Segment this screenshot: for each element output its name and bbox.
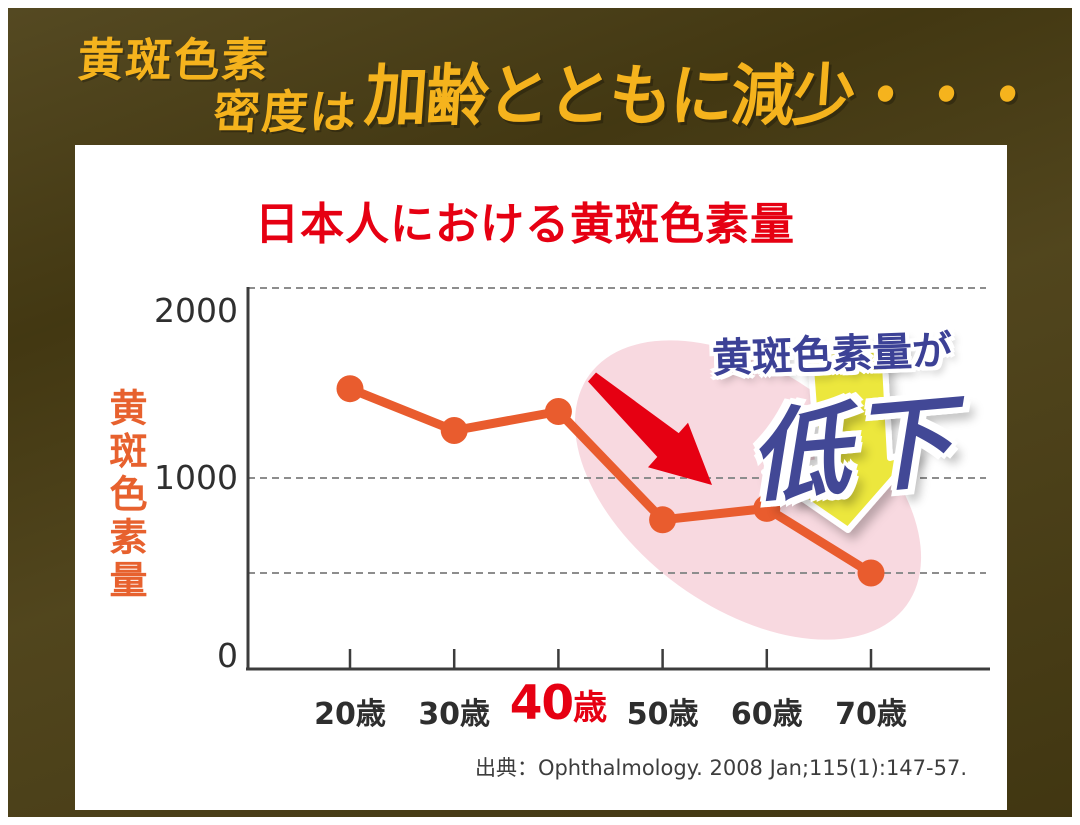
x-tick-label-suffix: 歳 [573, 688, 608, 728]
badge-emphasis: 低下 [744, 382, 962, 517]
x-tick-label-30歳: 30歳 [418, 697, 491, 732]
y-tick-label-2000: 2000 [154, 291, 238, 330]
x-tick-label-70歳: 70歳 [835, 697, 907, 732]
x-tick-label-40歳: 40歳 [498, 676, 618, 731]
source-citation: 出典：Ophthalmology. 2008 Jan;115(1):147-57… [474, 756, 967, 780]
x-tick-label-number: 40 [509, 676, 574, 731]
x-tick-label-60歳: 60歳 [730, 697, 803, 732]
chart-title: 日本人における黄斑色素量 [255, 199, 795, 250]
x-tick-label-20歳: 20歳 [314, 697, 386, 732]
y-axis-title: 黄斑色素量 [103, 388, 147, 603]
y-tick-label-1000: 1000 [154, 458, 238, 497]
header-main-title: 加齢とともに減少・・・ [362, 57, 1040, 135]
header-line2: 密度は [211, 85, 360, 139]
x-tick-label-50歳: 50歳 [626, 697, 699, 732]
y-tick-label-0: 0 [217, 636, 238, 675]
